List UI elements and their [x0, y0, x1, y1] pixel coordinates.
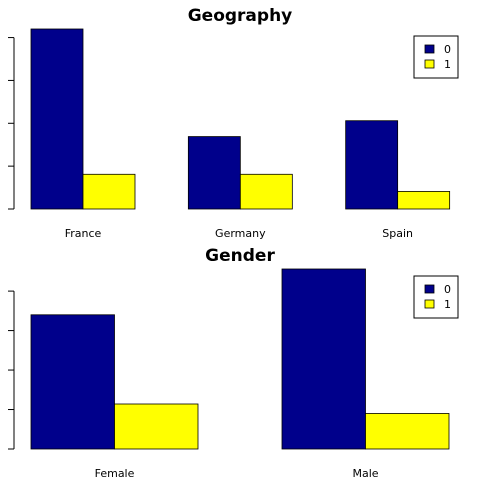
x-tick-label: Female	[95, 467, 135, 480]
bar-germany-0	[187, 136, 241, 210]
chart-title: Geography	[188, 6, 293, 26]
y-axis	[8, 290, 15, 450]
legend-frame	[413, 275, 459, 319]
bar-france-0	[30, 28, 84, 210]
bar-male-0	[281, 268, 366, 450]
bar-france-1	[82, 173, 136, 210]
gender-chart: Gender Female Male 0 1	[8, 246, 459, 480]
legend-label-0: 0	[444, 283, 451, 296]
bar-male-1	[365, 413, 450, 450]
x-tick-label: Germany	[215, 227, 266, 240]
legend-frame	[413, 35, 459, 79]
bar-germany-1	[239, 173, 293, 210]
legend-label-1: 1	[444, 58, 451, 71]
x-tick-label: Male	[352, 467, 378, 480]
legend-swatch-1	[424, 299, 435, 309]
x-tick-labels: Female Male	[95, 467, 379, 480]
bar-spain-1	[397, 191, 451, 210]
x-tick-label: France	[65, 227, 102, 240]
y-axis	[8, 37, 15, 210]
chart-title: Gender	[205, 246, 275, 266]
bar-female-0	[30, 314, 115, 450]
legend-label-0: 0	[444, 43, 451, 56]
legend: 0 1	[413, 275, 459, 319]
legend-swatch-0	[424, 44, 435, 54]
bar-spain-0	[345, 120, 399, 210]
legend-label-1: 1	[444, 298, 451, 311]
x-tick-labels: France Germany Spain	[65, 227, 413, 240]
geography-chart: Geography France Germany Spain 0 1	[8, 6, 459, 240]
legend: 0 1	[413, 35, 459, 79]
legend-swatch-1	[424, 59, 435, 69]
legend-swatch-0	[424, 284, 435, 294]
bar-female-1	[114, 403, 199, 450]
bars	[30, 268, 450, 450]
bars	[30, 28, 451, 210]
x-tick-label: Spain	[382, 227, 413, 240]
